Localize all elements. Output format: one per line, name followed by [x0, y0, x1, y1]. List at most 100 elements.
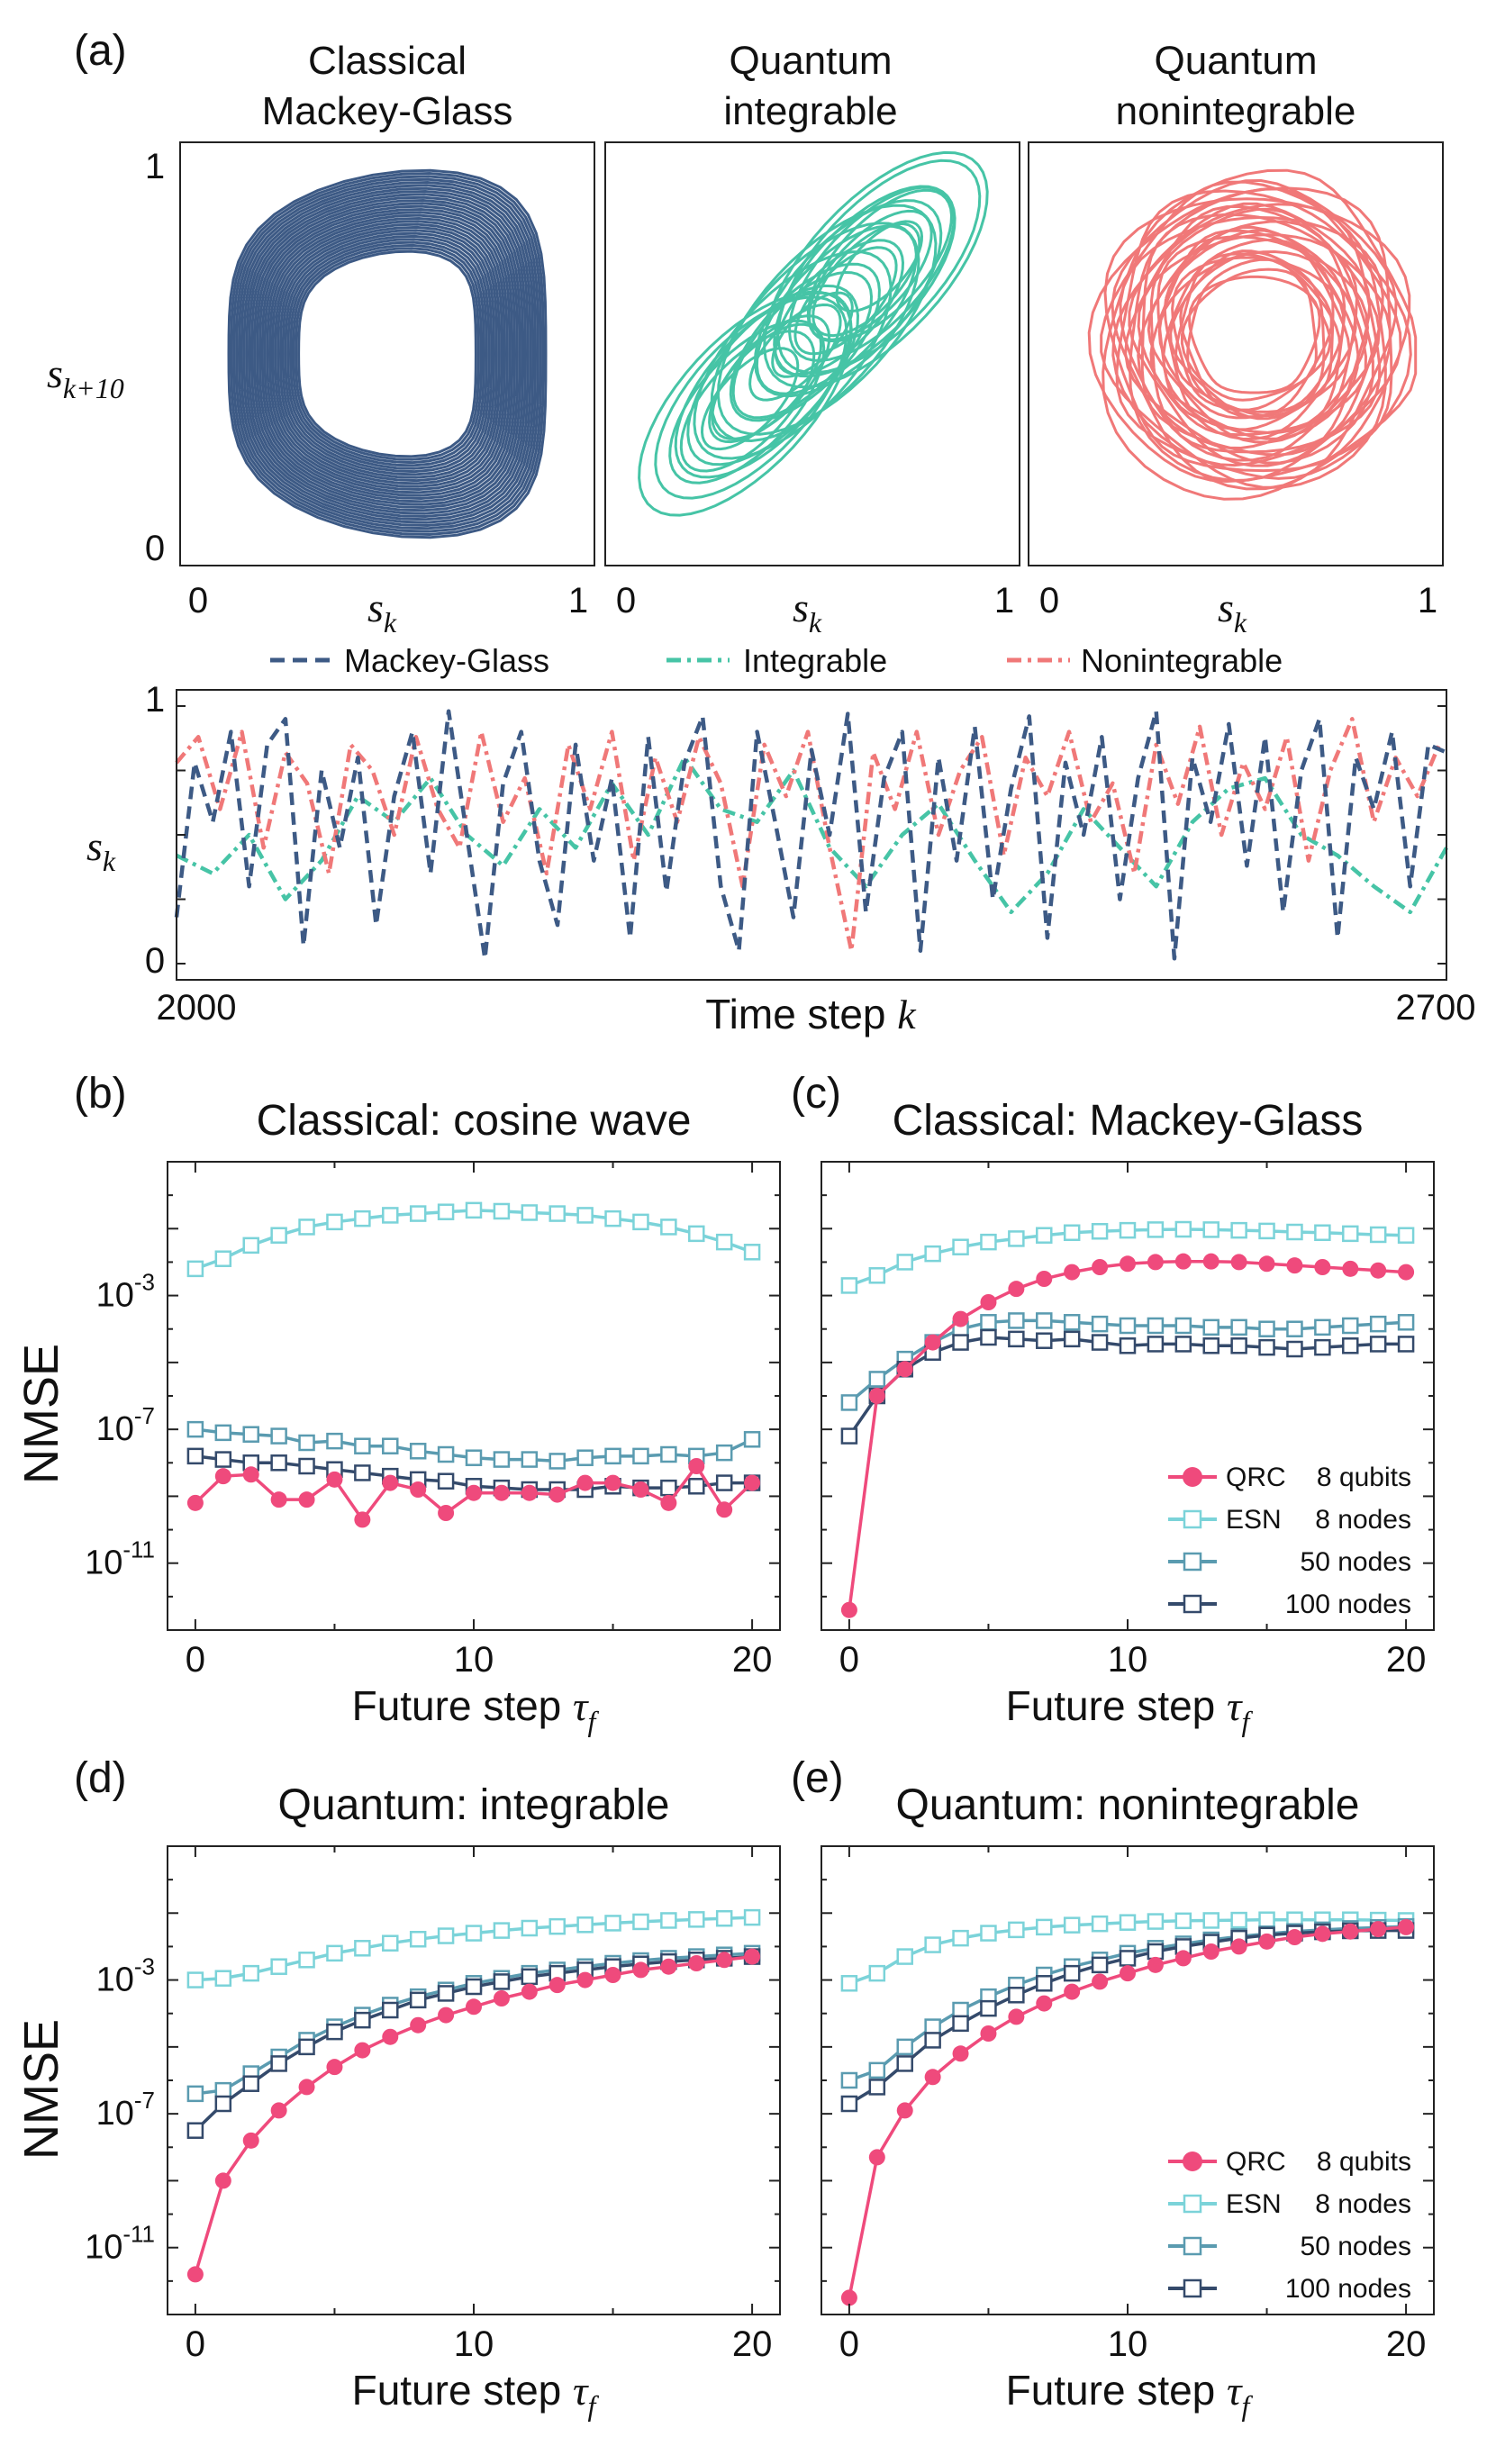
data-point-esn: [632, 1913, 649, 1931]
data-point-esn: [1174, 1317, 1192, 1335]
phase-loop: [240, 184, 535, 524]
data-point-esn: [1397, 1336, 1415, 1353]
data-point-esn: [896, 2055, 913, 2072]
phase-loop: [258, 204, 516, 503]
phase2-xlabel-main: s: [793, 584, 809, 630]
timeseries-xlabel: Time step k: [705, 991, 917, 1037]
data-point-qrc: [1064, 1983, 1081, 2000]
data-point-esn: [214, 1424, 232, 1442]
data-point-esn: [186, 2085, 204, 2103]
data-point-esn: [688, 1225, 705, 1243]
phase-frame-3: [1028, 141, 1444, 566]
data-point-esn: [493, 1451, 511, 1468]
phase-loop: [668, 319, 826, 485]
data-point-qrc: [493, 1990, 510, 2007]
x-tick-label: 0: [186, 1640, 205, 1680]
phase-loop: [1187, 275, 1321, 394]
data-point-qrc: [354, 1511, 371, 1528]
phase-ylabel-main: s: [47, 350, 63, 396]
x-tick-label: 10: [1108, 1640, 1148, 1680]
data-point-qrc: [326, 2059, 343, 2076]
data-point-esn: [382, 1437, 399, 1454]
panel-letter-e: (e): [791, 1754, 844, 1802]
data-point-esn: [604, 1915, 621, 1932]
data-point-esn: [952, 1334, 969, 1351]
data-point-esn: [980, 1328, 997, 1346]
data-point-qrc: [1314, 1259, 1331, 1275]
phase-loop: [281, 231, 494, 476]
data-point-esn: [980, 1999, 997, 2017]
data-point-qrc: [1258, 1933, 1275, 1950]
timeseries-xlabel-main: Time step: [705, 991, 897, 1037]
phase-frame-1: [179, 141, 595, 566]
phase3-xlabel-sub: k: [1234, 606, 1247, 639]
phase-loop: [1115, 189, 1412, 480]
data-point-esn: [465, 1925, 483, 1942]
phase-loop: [1180, 267, 1318, 402]
legend-detail: 8 qubits: [1317, 2147, 1411, 2177]
data-point-esn: [896, 1948, 913, 1965]
x-axis-label: Future step τf: [352, 1682, 600, 1737]
data-point-esn: [1202, 1318, 1219, 1336]
data-point-esn: [924, 2018, 941, 2035]
data-point-esn: [1369, 1315, 1387, 1333]
data-point-esn: [1258, 1320, 1275, 1337]
y-tick-label: 10-3: [96, 1953, 155, 1999]
data-point-esn: [1342, 1225, 1359, 1243]
data-point-esn: [186, 1447, 204, 1465]
data-point-qrc: [660, 1958, 677, 1975]
panel-title: Classical: Mackey-Glass: [893, 1097, 1364, 1145]
data-point-esn: [840, 1975, 858, 1992]
legend-detail: 8 nodes: [1315, 1505, 1411, 1535]
phase-title-3-line2: nonintegrable: [1116, 89, 1356, 133]
data-point-qrc: [1008, 2008, 1025, 2025]
phase-loop: [274, 222, 501, 485]
x-tick-label: 20: [1386, 1640, 1427, 1680]
data-point-esn: [1230, 1318, 1247, 1336]
data-point-esn: [1147, 1336, 1165, 1353]
data-point-esn: [382, 1207, 399, 1224]
phase-loop: [237, 180, 537, 528]
data-point-qrc: [1092, 1259, 1109, 1275]
data-point-esn: [186, 1420, 204, 1438]
data-point-qrc: [298, 2079, 315, 2096]
data-point-esn: [924, 2032, 941, 2049]
phase3-xtick-1: 1: [1418, 581, 1437, 621]
phase-loop: [1100, 180, 1387, 489]
data-point-qrc: [1092, 1973, 1109, 1990]
panel-letter-a: (a): [74, 27, 127, 75]
data-point-qrc: [688, 1458, 705, 1474]
phase-loop: [773, 185, 957, 378]
phase-loop: [295, 247, 480, 461]
data-point-esn: [924, 1245, 941, 1263]
data-point-esn: [242, 1426, 259, 1443]
panel-title: Quantum: integrable: [278, 1781, 670, 1829]
data-point-qrc: [466, 1998, 482, 2016]
data-point-qrc: [493, 1484, 510, 1501]
phase-portrait-2: Quantum integrable: [604, 39, 1020, 566]
data-point-esn: [1147, 1317, 1165, 1335]
phase-loop: [1162, 239, 1351, 431]
x-tick-label: 10: [454, 1640, 494, 1680]
legend-detail: 8 nodes: [1315, 2189, 1411, 2219]
phase-curve-mackey-glass: [227, 168, 548, 539]
legend-label: QRC: [1226, 1463, 1286, 1492]
data-point-esn: [326, 1944, 343, 1962]
phase-loop: [787, 186, 956, 362]
phase-loop: [260, 207, 514, 501]
data-point-esn: [298, 1434, 315, 1452]
data-point-esn: [688, 1911, 705, 1928]
data-point-qrc: [186, 1494, 204, 1511]
data-point-esn: [868, 2061, 886, 2079]
data-point-esn: [1063, 1330, 1081, 1348]
data-point-esn: [437, 1445, 455, 1463]
data-point-esn: [298, 1457, 315, 1475]
data-point-esn: [1091, 1315, 1109, 1333]
data-point-esn: [604, 1209, 621, 1227]
nmse-ylabel-top: NMSE: [14, 1344, 68, 1484]
data-point-esn: [521, 1919, 539, 1937]
data-point-esn: [214, 2081, 232, 2099]
phase-loop: [731, 270, 874, 420]
data-point-esn: [1008, 1921, 1025, 1939]
